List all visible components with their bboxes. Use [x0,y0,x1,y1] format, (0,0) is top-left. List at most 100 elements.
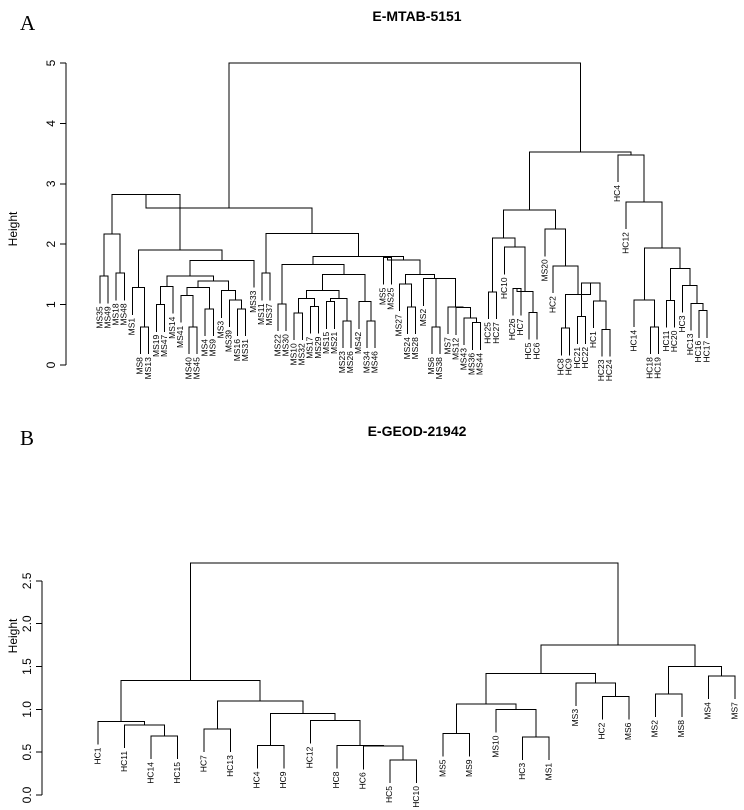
dendrogram-branch [277,303,287,332]
panel-b-leaf-labels: HC1 HC11 HC14 HC15 HC7 HC13 HC4 HC9 HC12 HC8 HC6 HC… [92,702,739,808]
leaf-label: HC27 [491,322,501,344]
leaf-label: HC5 [523,342,533,359]
dendrogram-branch [455,307,471,335]
dendrogram-branch [431,326,441,355]
dendrogram-branch [707,675,736,700]
panel-a-letter: A [20,11,36,35]
dendrogram-branch [601,696,630,720]
leaf-label: MS2 [418,309,428,327]
leaf-label: MS10 [490,735,500,757]
y-tick-label: 1 [44,301,58,308]
dendrogram-branch [256,744,285,769]
leaf-label: HC10 [499,277,509,299]
leaf-label: HC4 [252,771,262,788]
dendrogram-branch [366,320,376,349]
leaf-label: MS34 [361,351,371,373]
leaf-label: HC1 [92,747,102,764]
dendrogram-branch [682,284,698,313]
leaf-label: HC17 [701,341,711,363]
y-tick-label: 2.0 [20,615,34,632]
panel-b-y-axis: 0.0 0.5 1.0 1.5 2.0 2.5 [20,572,43,803]
y-tick-label: 1.5 [20,658,34,675]
leaf-label: MS7 [729,702,739,720]
dendrogram-branch [405,273,436,285]
leaf-label: HC14 [628,330,638,352]
leaf-label: MS8 [135,357,145,375]
leaf-label: HC15 [172,762,182,784]
panel-a-leaf-labels: MS35MS49MS18MS48MS1MS8MS13MS19MS47MS14MS… [0,0,711,381]
panel-b-ylabel: Height [6,618,20,653]
leaf-label: MS16 [232,339,242,361]
y-tick-label: 0.5 [20,744,34,761]
dendrogram-branch [447,306,464,335]
dendrogram-branch [190,562,619,681]
panel-a-y-axis: 0 1 2 3 4 5 [44,59,67,368]
leaf-label: MS3 [216,321,226,339]
leaf-label: HC16 [693,341,703,363]
leaf-label: MS26 [345,351,355,373]
dendrogram-branch [560,327,570,356]
dendrogram-branch [115,272,125,301]
dendrogram-branch [204,308,214,337]
leaf-label: MS1 [543,763,553,781]
y-tick-label: 5 [44,59,58,66]
dendrogram-branch [389,759,417,784]
dendrogram-branch [649,326,659,355]
leaf-label: HC18 [645,357,655,379]
leaf-label: MS44 [475,353,485,375]
leaf-label: HC13 [685,333,695,355]
leaf-label: MS36 [467,353,477,375]
leaf-label: MS33 [248,290,258,312]
leaf-label: MS12 [450,338,460,360]
dendrogram-branch [670,267,691,301]
leaf-label: MS32 [297,343,307,365]
dendrogram-branch [150,735,179,760]
leaf-label: MS35 [94,306,104,328]
y-tick-label: 3 [44,180,58,187]
dendrogram-branch [407,306,417,335]
panel-a-title: E-MTAB-5151 [372,8,461,24]
leaf-label: MS6 [426,357,436,375]
dendrogram-branch [322,273,366,302]
dendrogram-branch [216,700,304,730]
dendrogram-branch [220,290,237,318]
leaf-label: MS41 [175,325,185,347]
dendrogram-branch [197,280,229,291]
y-tick-label: 0.0 [20,786,34,803]
leaf-label: HC20 [669,330,679,352]
dendrogram-branch [593,300,607,330]
leaf-label: HC24 [604,359,614,381]
leaf-label: HC13 [225,755,235,777]
dendrogram-branch [577,316,587,344]
dendrogram-branch [265,232,359,274]
leaf-label: MS7 [442,337,452,355]
dendrogram-branch [386,257,421,275]
leaf-label: HC26 [507,318,517,340]
dendrogram-branch [228,299,243,327]
dendrogram-branch [643,247,681,300]
dendrogram-branch [261,272,271,301]
dendrogram-branch [186,287,210,309]
leaf-label: HC8 [556,358,566,375]
dendrogram-branch [423,278,446,306]
leaf-label: MS4 [199,339,209,357]
y-tick-label: 2 [44,241,58,248]
dendrogram-branch [654,693,683,718]
dendrogram-branch [668,666,723,694]
leaf-label: HC7 [515,318,525,335]
leaf-label: HC6 [531,342,541,359]
leaf-label: HC21 [572,347,582,369]
leaf-label: HC10 [411,786,421,808]
leaf-label: MS42 [353,332,363,354]
leaf-label: HC23 [596,359,606,381]
dendrogram-branch [103,233,121,277]
dendrogram-branch [305,290,340,299]
y-tick-label: 0 [44,361,58,368]
leaf-label: MS14 [167,316,177,338]
leaf-label: MS18 [110,303,120,325]
dendrogram-branch [516,288,534,313]
leaf-label: HC22 [580,347,590,369]
dendrogram-branch [336,744,384,769]
panel-b-dendrogram [97,562,736,784]
